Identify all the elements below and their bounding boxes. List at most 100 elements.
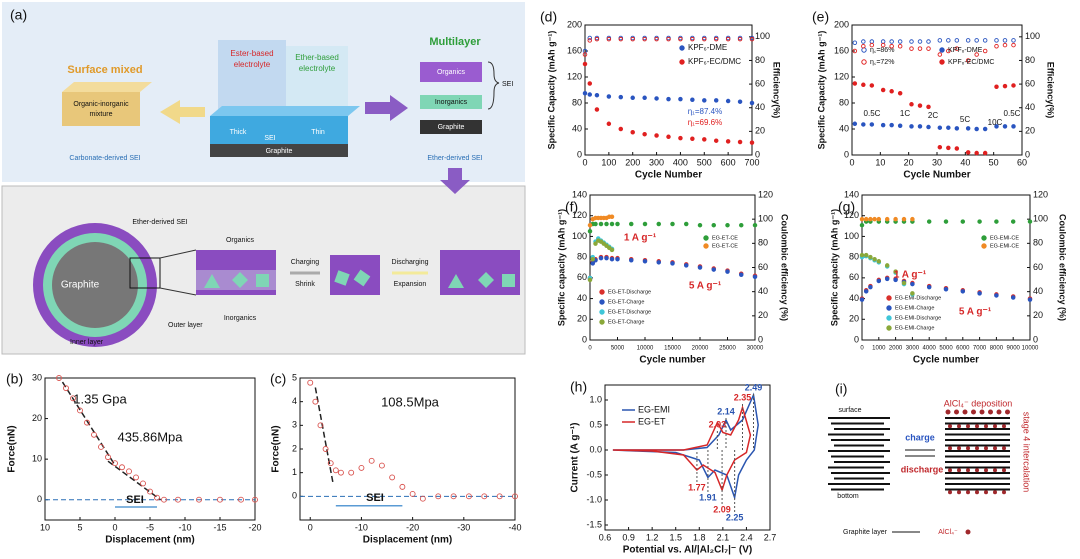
- label: mixture: [90, 111, 113, 118]
- data-point: [713, 36, 719, 42]
- y-tick-label: 80: [839, 97, 849, 107]
- label: electrolyte: [299, 64, 336, 73]
- data-point: [852, 81, 858, 86]
- anion-dot: [948, 468, 952, 473]
- data-point: [739, 222, 744, 228]
- data-point: [642, 221, 648, 227]
- brace: [487, 61, 500, 110]
- data-point: [606, 94, 612, 99]
- label: Thick: [230, 129, 247, 136]
- data-point: [965, 38, 971, 43]
- data-point: [713, 98, 719, 103]
- data-point: [994, 38, 999, 43]
- data-point: [861, 44, 866, 49]
- y2-tick-label: 40: [1033, 286, 1043, 296]
- data-point: [1010, 219, 1016, 224]
- data-point: [217, 496, 223, 503]
- data-point: [909, 39, 914, 44]
- y-tick-label: 20: [849, 314, 859, 324]
- y-tick-label: 60: [577, 272, 587, 282]
- data-point: [960, 219, 966, 224]
- data-point: [642, 36, 647, 42]
- annotation: 0.5C: [1004, 109, 1021, 118]
- data-point: [670, 261, 675, 266]
- data-point: [943, 219, 949, 224]
- label: electrolyte: [234, 60, 271, 69]
- data-point: [725, 98, 731, 104]
- label: Ether-derived SEI: [132, 219, 187, 226]
- annotation: 5 A g⁻¹: [959, 307, 992, 318]
- data-point: [358, 464, 365, 471]
- data-point: [960, 289, 966, 294]
- x-tick-label: -5: [146, 522, 154, 532]
- data-point: [872, 256, 877, 262]
- data-point: [994, 84, 999, 89]
- data-point: [587, 35, 593, 41]
- annotation: 435.86Mpa: [117, 429, 183, 444]
- x-tick-label: 10000: [1022, 346, 1039, 352]
- legend-marker: [703, 243, 709, 249]
- y-tick-label: 200: [834, 19, 849, 29]
- y-tick-label: 10: [32, 454, 42, 464]
- panel-label: (b): [6, 371, 23, 387]
- label: Organic-inorganic: [73, 101, 129, 108]
- label: Carbonate-derived SEI: [69, 155, 140, 162]
- data-point: [322, 446, 329, 452]
- series-line: [612, 404, 752, 493]
- legend-marker: [886, 325, 892, 331]
- y2-tick-label: 60: [1025, 78, 1035, 88]
- x-tick-label: -20: [248, 522, 261, 532]
- legend-label: EG-ET-Charge: [608, 319, 644, 325]
- data-point: [112, 460, 118, 467]
- y2-tick-label: 120: [1033, 189, 1048, 199]
- data-point: [630, 129, 635, 135]
- data-point: [154, 494, 160, 501]
- data-point: [618, 36, 624, 42]
- legend-label: EG-ET: [638, 416, 666, 426]
- data-point: [926, 124, 931, 130]
- legend-marker: [861, 59, 867, 65]
- x-tick-label: -10: [355, 522, 368, 532]
- data-point: [880, 42, 886, 48]
- y-axis-label: Force(nN): [271, 425, 282, 472]
- legend-marker: [679, 45, 685, 51]
- y-tick-label: -1.5: [586, 519, 602, 529]
- anion-dot: [979, 409, 985, 415]
- data-point: [725, 36, 731, 42]
- data-point: [133, 474, 139, 481]
- x-tick-label: 10000: [637, 346, 654, 352]
- x-tick-label: -30: [457, 522, 470, 532]
- anion-dot: [957, 424, 961, 429]
- data-point: [863, 216, 869, 222]
- panel-label: (g): [838, 199, 855, 215]
- y2-tick-label: 100: [758, 214, 773, 224]
- anion-dot: [993, 446, 997, 451]
- data-point: [893, 269, 898, 274]
- plot-frame: [604, 384, 771, 531]
- data-point: [678, 96, 683, 102]
- zoom-box: [129, 257, 161, 289]
- data-point: [587, 92, 593, 97]
- y-tick-label: 160: [567, 45, 582, 55]
- label: Expansion: [394, 281, 427, 288]
- label: Charging: [291, 259, 320, 266]
- y2-axis-label: Efficiency(%): [772, 62, 782, 119]
- legend-label: EG-EMI-CE: [990, 235, 1019, 241]
- peak-label: 2.09: [713, 504, 731, 514]
- data-point: [1002, 83, 1008, 89]
- y-tick-label: 100: [844, 231, 859, 241]
- data-point: [749, 36, 755, 42]
- data-point: [678, 135, 683, 141]
- y-tick-label: 120: [572, 210, 587, 220]
- data-point: [587, 228, 593, 234]
- data-point: [861, 39, 866, 44]
- data-point: [666, 134, 671, 140]
- y-tick-label: 0.0: [589, 444, 602, 454]
- y-tick-label: 40: [849, 293, 859, 303]
- y-tick-label: 0: [854, 334, 859, 344]
- anion-dot: [948, 424, 952, 429]
- y2-tick-label: 60: [755, 78, 765, 88]
- legend-marker: [861, 47, 867, 53]
- data-point: [943, 287, 949, 292]
- y2-tick-label: 20: [758, 310, 768, 320]
